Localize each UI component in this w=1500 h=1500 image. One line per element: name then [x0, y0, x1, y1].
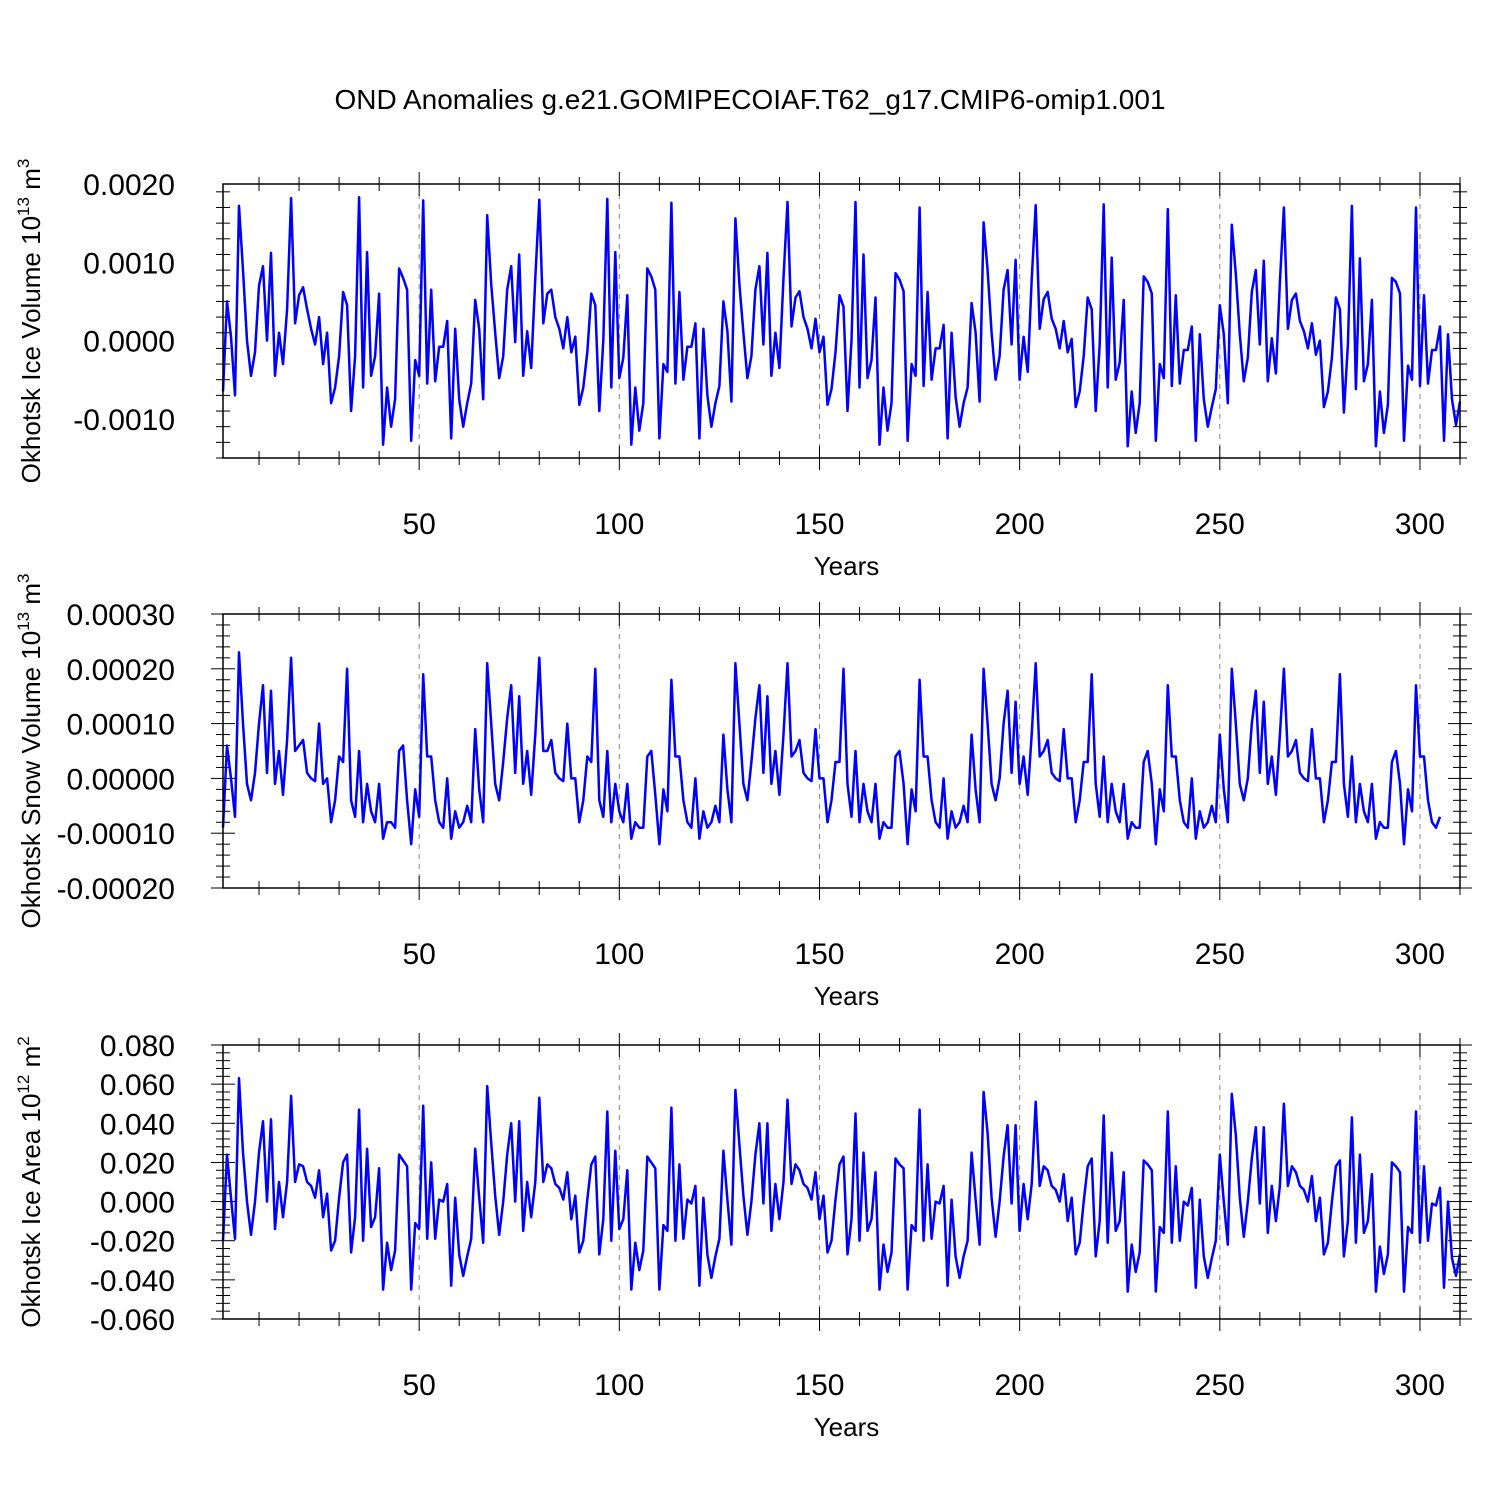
x-tick-label: 50 [402, 938, 435, 971]
y-tick-label: 0.0000 [83, 326, 175, 359]
x-tick-label: 250 [1195, 938, 1245, 971]
x-tick-label: 200 [995, 508, 1045, 541]
y-axis-label: Okhotsk Snow Volume 1013 m3 [14, 574, 46, 929]
x-tick-label: 100 [594, 938, 644, 971]
plot-frame [222, 183, 1461, 459]
y-tick-label: 0.0010 [83, 247, 175, 280]
y-tick-label: 0.00000 [67, 763, 175, 796]
series-line [221, 651, 1442, 846]
y-axis-label-unit-exponent: 2 [14, 1036, 33, 1045]
x-tick-label: 200 [995, 938, 1045, 971]
panel-snow-volume: -0.00020 -0.00010 0.00000 0.00010 0.00020 0.0… [14, 574, 1472, 1011]
y-axis-label-exponent: 13 [14, 197, 33, 216]
y-tick-label: -0.020 [90, 1226, 175, 1259]
x-tick-label: 250 [1195, 508, 1245, 541]
y-tick-label: 0.00030 [67, 599, 175, 632]
plot-frame [222, 1044, 1461, 1320]
y-axis-label-exponent: 13 [14, 612, 33, 631]
x-tick-label: 150 [794, 1369, 844, 1402]
x-tick-label: 300 [1395, 938, 1445, 971]
y-tick-label: -0.00010 [57, 818, 175, 851]
y-axis-label-unit-exponent: 3 [14, 159, 33, 168]
y-axis-label-exponent: 12 [14, 1075, 33, 1094]
y-tick-label: 0.020 [100, 1147, 175, 1180]
y-tick-label: -0.060 [90, 1304, 175, 1337]
x-axis-label: Years [814, 981, 880, 1011]
x-tick-label: 100 [594, 1369, 644, 1402]
x-tick-label: 50 [402, 1369, 435, 1402]
y-axis-label: Okhotsk Ice Area 1012 m2 [14, 1036, 46, 1327]
x-axis-label: Years [814, 551, 880, 581]
y-tick-label: 0.060 [100, 1069, 175, 1102]
y-tick-label: 0.00020 [67, 654, 175, 687]
x-axis-label: Years [814, 1412, 880, 1442]
y-axis-label-text: Okhotsk Ice Area 10 [16, 1094, 46, 1328]
y-tick-label: 0.000 [100, 1187, 175, 1220]
panel-ice-volume: -0.0010 0.0000 0.0010 0.0020 50 100 150 200 250 3… [14, 159, 1467, 581]
y-tick-label: 0.040 [100, 1108, 175, 1141]
x-tick-label: 300 [1395, 508, 1445, 541]
y-tick-label: 0.0020 [83, 169, 175, 202]
x-tick-label: 150 [794, 508, 844, 541]
y-tick-label: -0.0010 [73, 404, 175, 437]
y-axis-label-unit: m [16, 1046, 46, 1075]
y-axis-label-text: Okhotsk Ice Volume 10 [16, 216, 46, 483]
y-axis-label-unit: m [16, 168, 46, 197]
y-tick-label: 0.080 [100, 1030, 175, 1063]
chart-title: OND Anomalies g.e21.GOMIPECOIAF.T62_g17.… [334, 84, 1165, 115]
y-axis-label: Okhotsk Ice Volume 1013 m3 [14, 159, 46, 484]
panel-ice-area: -0.060 -0.040 -0.020 0.000 0.020 0.040 0.060 0.… [14, 1030, 1472, 1442]
y-tick-label: -0.040 [90, 1265, 175, 1298]
series-line [221, 196, 1462, 448]
series-line [221, 1077, 1462, 1293]
x-tick-label: 300 [1395, 1369, 1445, 1402]
x-tick-label: 100 [594, 508, 644, 541]
y-axis-label-unit-exponent: 3 [14, 574, 33, 583]
y-tick-label: -0.00020 [57, 873, 175, 906]
y-axis-label-text: Okhotsk Snow Volume 10 [16, 631, 46, 929]
x-tick-label: 250 [1195, 1369, 1245, 1402]
x-tick-label: 150 [794, 938, 844, 971]
y-axis-label-unit: m [16, 583, 46, 612]
x-tick-label: 50 [402, 508, 435, 541]
x-tick-label: 200 [995, 1369, 1045, 1402]
y-tick-label: 0.00010 [67, 709, 175, 742]
plot-frame [222, 613, 1461, 889]
